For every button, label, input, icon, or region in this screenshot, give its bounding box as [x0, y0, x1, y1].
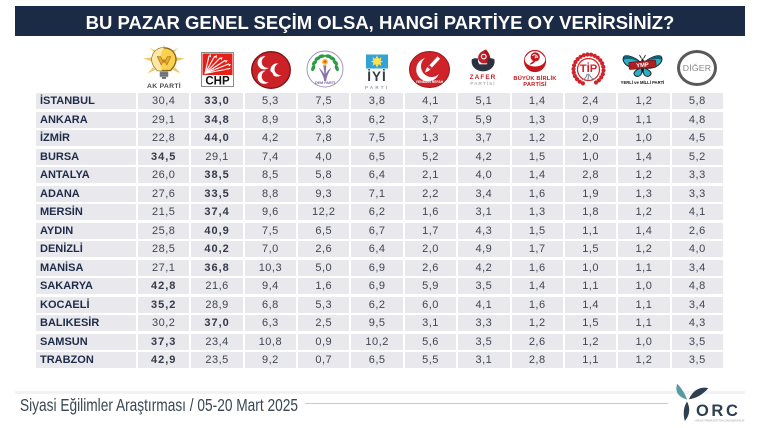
svg-text:CHP: CHP	[205, 76, 230, 88]
svg-text:DEM PARTİ: DEM PARTİ	[315, 80, 335, 85]
svg-text:YMP: YMP	[636, 62, 649, 69]
svg-text:ORC: ORC	[696, 402, 740, 420]
svg-text:TİP: TİP	[580, 62, 598, 75]
svg-text:ARAŞTIRMA EĞİTİM DANIŞMANLIK: ARAŞTIRMA EĞİTİM DANIŞMANLIK	[695, 418, 745, 423]
svg-text:YENİDEN REFAH: YENİDEN REFAH	[416, 80, 444, 84]
